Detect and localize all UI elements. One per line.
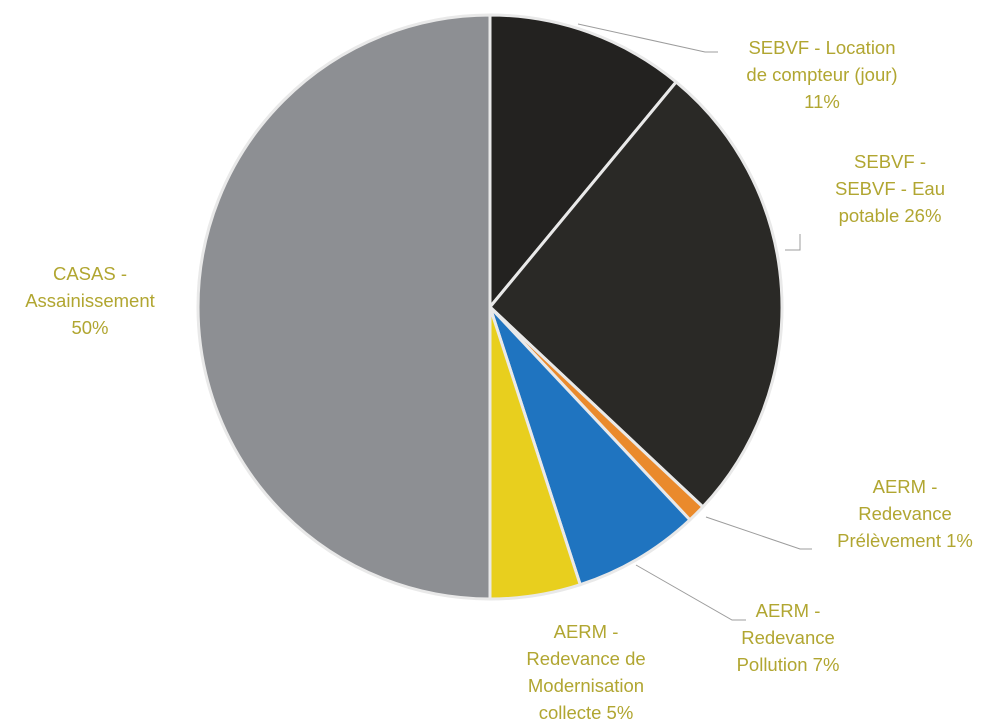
- leader-lines: [577, 23, 812, 621]
- slice-label-pollution: AERM - Redevance Pollution 7%: [737, 600, 840, 675]
- slice-label-modernisation-collecte: AERM - Redevance de Modernisation collecte …: [526, 621, 645, 723]
- slice-label-line: SEBVF - Location: [748, 37, 895, 58]
- slice-label-eau-potable: SEBVF - SEBVF - Eau potable 26%: [835, 151, 945, 226]
- slice-label-line: Pollution 7%: [737, 654, 840, 675]
- slice-label-line: SEBVF - Eau: [835, 178, 945, 199]
- slice-label-line: Prélèvement 1%: [837, 530, 973, 551]
- slice-label-line: Redevance: [858, 503, 952, 524]
- slice-label-line: Assainissement: [25, 290, 155, 311]
- leader-line-pollution: [635, 564, 746, 621]
- slice-label-line: AERM -: [756, 600, 821, 621]
- slice-label-line: AERM -: [873, 476, 938, 497]
- slice-label-line: 11%: [804, 91, 840, 112]
- leader-line-location-compteur: [577, 23, 718, 53]
- slice-label-assainissement: CASAS - Assainissement 50%: [25, 263, 155, 338]
- pie-slice-eau-potable: [488, 80, 784, 509]
- slice-label-prelevement: AERM - Redevance Prélèvement 1%: [837, 476, 973, 551]
- slice-labels: SEBVF - Location de compteur (jour) 11%SEB…: [25, 37, 973, 723]
- slice-label-line: AERM -: [554, 621, 619, 642]
- leader-line-eau-potable: [785, 234, 801, 251]
- slice-label-line: SEBVF -: [854, 151, 926, 172]
- pie-slices: [196, 13, 784, 601]
- slice-label-line: Redevance: [741, 627, 835, 648]
- pie-slice-location-compteur: [488, 13, 678, 309]
- slice-label-location-compteur: SEBVF - Location de compteur (jour) 11%: [746, 37, 897, 112]
- slice-label-line: Redevance de: [526, 648, 645, 669]
- pie-slice-assainissement: [196, 13, 492, 601]
- slice-label-line: de compteur (jour): [746, 64, 897, 85]
- pie-slice-pollution: [488, 305, 692, 587]
- slice-label-line: Modernisation: [528, 675, 644, 696]
- slice-label-line: potable 26%: [839, 205, 942, 226]
- slice-label-line: collecte 5%: [539, 702, 634, 723]
- leader-line-prelevement: [705, 516, 812, 550]
- slice-label-line: 50%: [71, 317, 108, 338]
- slice-label-line: CASAS -: [53, 263, 127, 284]
